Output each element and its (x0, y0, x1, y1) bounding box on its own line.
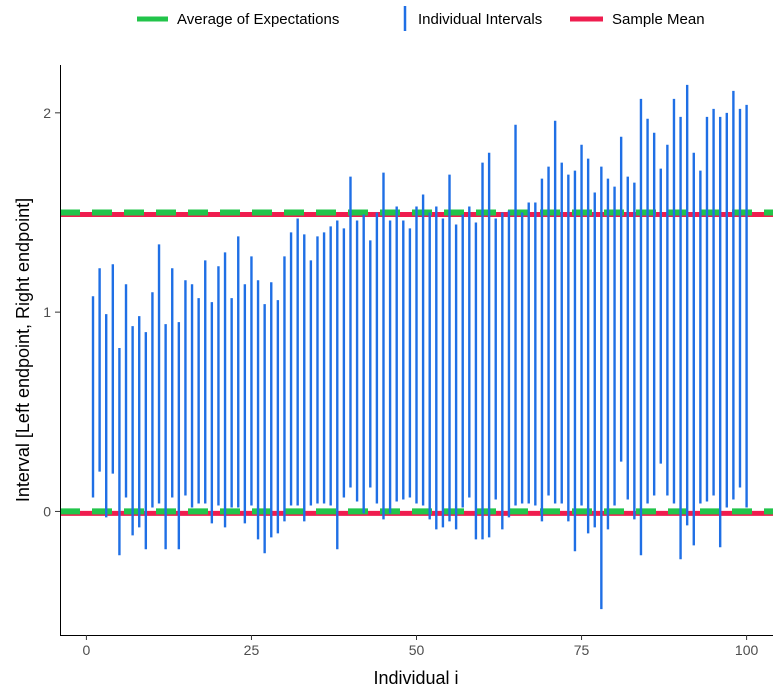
x-axis-title: Individual i (373, 668, 458, 688)
y-axis-title: Interval [Left endpoint, Right endpoint] (13, 198, 33, 502)
x-tick-label: 75 (574, 642, 590, 658)
y-tick-label: 0 (43, 503, 51, 519)
x-tick-label: 0 (83, 642, 91, 658)
legend-label-average-of-expectations: Average of Expectations (177, 11, 339, 28)
x-axis-ticks: 0 25 50 75 100 (83, 635, 759, 658)
y-tick-label: 2 (43, 105, 51, 121)
y-axis-ticks: 0 1 2 (43, 105, 60, 520)
y-tick-label: 1 (43, 304, 51, 320)
interval-segments (93, 85, 747, 609)
x-tick-label: 25 (244, 642, 260, 658)
legend-label-individual-intervals: Individual Intervals (418, 11, 542, 28)
legend-label-sample-mean: Sample Mean (612, 11, 705, 28)
x-tick-label: 50 (409, 642, 425, 658)
x-tick-label: 100 (735, 642, 759, 658)
legend: Average of Expectations Individual Inter… (137, 6, 705, 31)
plot-panel (60, 65, 773, 636)
